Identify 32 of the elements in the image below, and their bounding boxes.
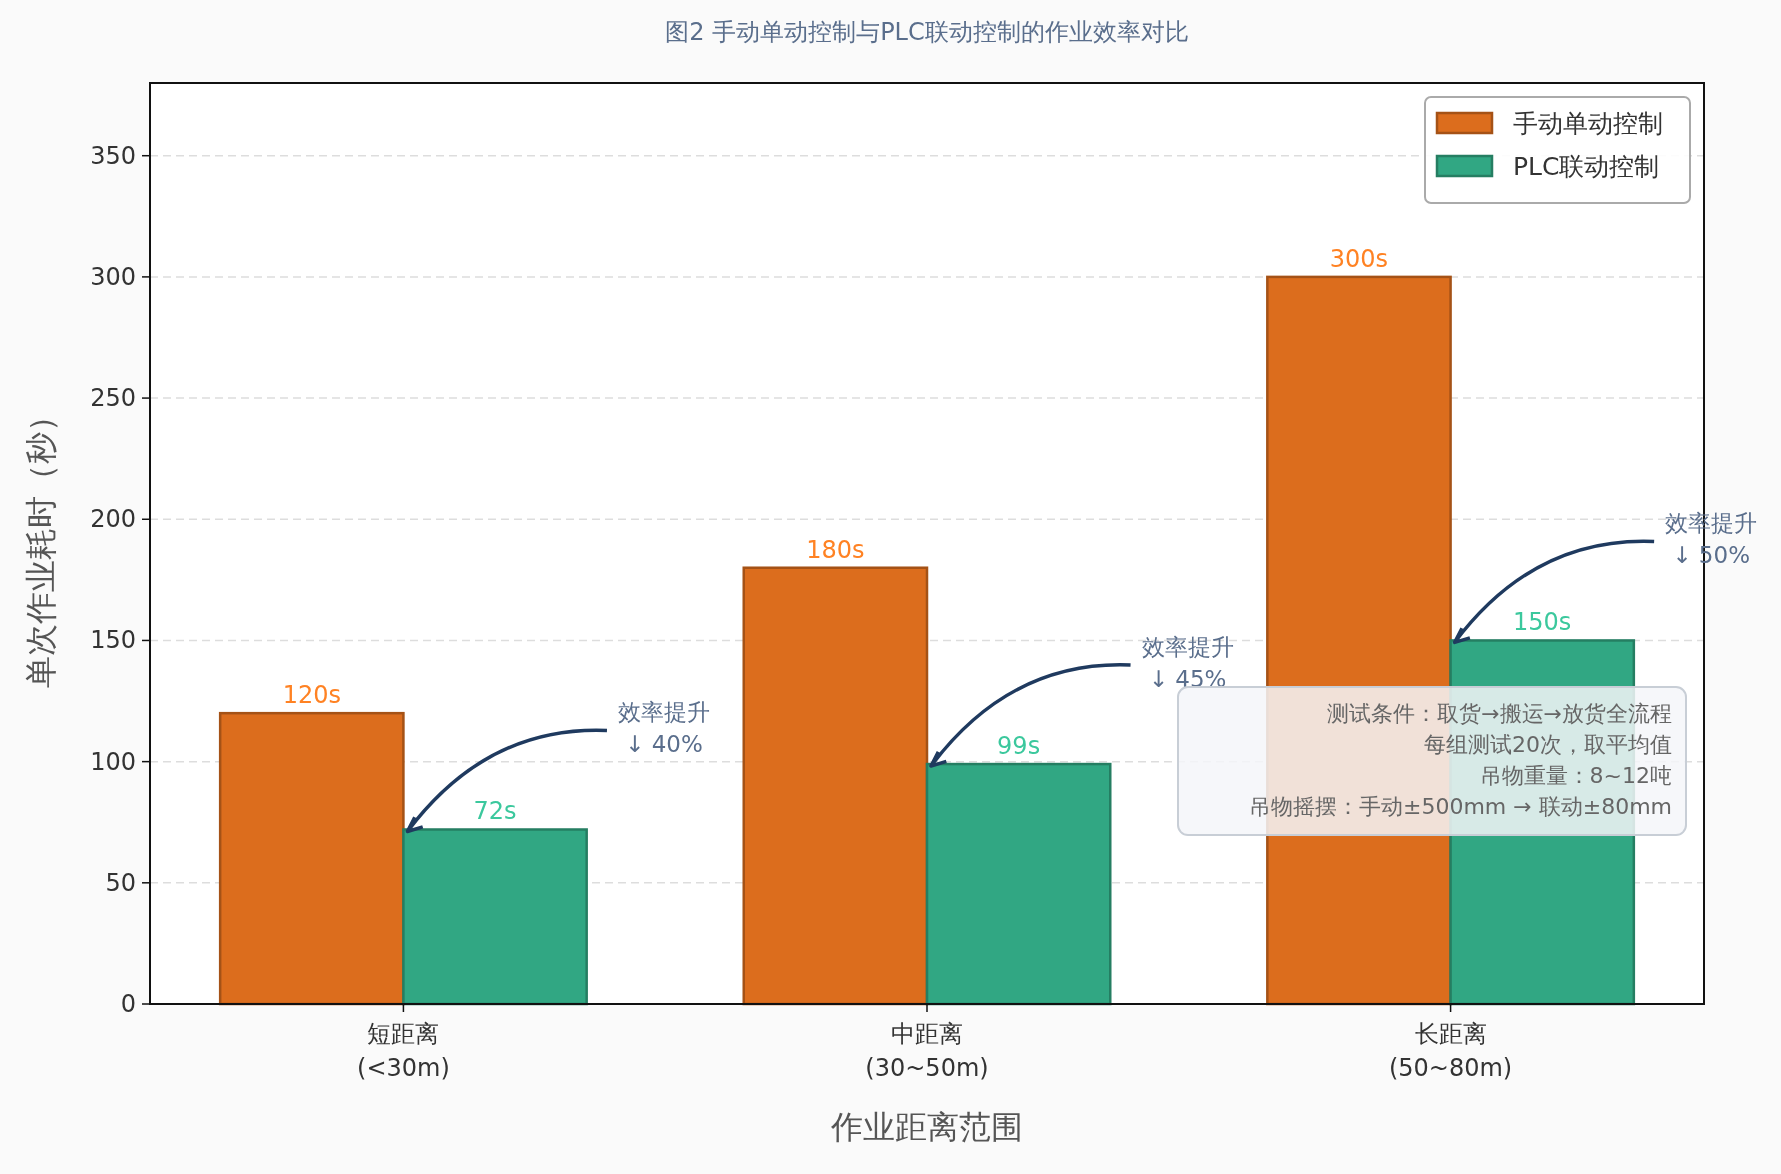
legend-label: PLC联动控制	[1513, 152, 1660, 181]
bar	[742, 566, 929, 1006]
y-tick-label: 350	[90, 141, 136, 170]
y-tick-label: 200	[90, 505, 136, 534]
annotation: 效率提升 ↓ 40%	[617, 699, 710, 758]
x-axis-title: 作业距离范围	[830, 1108, 1023, 1146]
bar	[925, 762, 1112, 1006]
data-label: 120s	[282, 681, 341, 710]
y-tick-label: 250	[90, 384, 136, 413]
data-label: 180s	[806, 535, 865, 564]
y-tick-label: 0	[120, 990, 136, 1018]
x-tick-label: 中距离 (30~50m)	[865, 1020, 989, 1082]
annotation: 测试条件：取货→搬运→放货全流程	[1327, 701, 1672, 727]
annotation: 吊物重量：8~12吨	[1479, 763, 1672, 789]
legend-label: 手动单动控制	[1513, 109, 1663, 138]
annotation: 吊物摇摆：手动±500mm → 联动±80mm	[1249, 794, 1672, 820]
annotation: 每组测试20次，取平均值	[1424, 732, 1672, 758]
y-tick-label: 300	[90, 262, 136, 291]
y-tick-label: 150	[90, 626, 136, 655]
chart-title: 图2 手动单动控制与PLC联动控制的作业效率对比	[665, 18, 1189, 46]
data-label: 99s	[997, 732, 1041, 761]
y-tick-label: 100	[90, 747, 136, 776]
data-label: 150s	[1513, 608, 1572, 637]
data-label: 72s	[473, 797, 517, 826]
bar	[402, 828, 588, 1006]
x-tick-label: 长距离 (50~80m)	[1388, 1020, 1513, 1082]
y-tick-label: 50	[105, 868, 136, 897]
y-axis-title: 单次作业耗时（秒）	[22, 399, 60, 688]
annotation: 效率提升 ↓ 45%	[1141, 633, 1234, 692]
data-label: 300s	[1329, 244, 1389, 273]
bar	[218, 711, 405, 1006]
x-tick-label: 短距离 (<30m)	[357, 1020, 450, 1082]
